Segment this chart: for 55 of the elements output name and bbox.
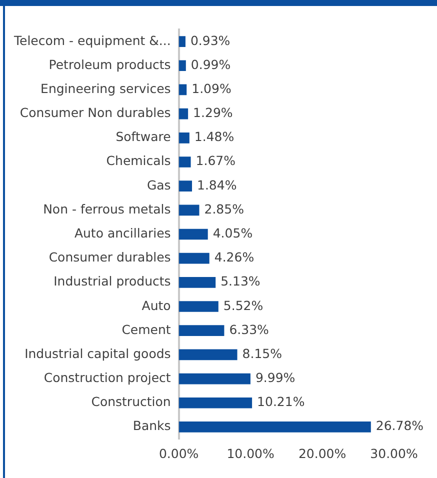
data-label: 1.09% bbox=[192, 80, 232, 96]
bar bbox=[178, 180, 192, 192]
bar bbox=[178, 325, 224, 336]
y-tick-label: Auto bbox=[142, 298, 171, 313]
y-tick-label: Industrial capital goods bbox=[24, 346, 171, 361]
bar bbox=[178, 397, 252, 408]
x-tick-label: 20.00% bbox=[298, 446, 346, 461]
y-tick-label: Construction bbox=[91, 394, 171, 410]
data-label: 1.29% bbox=[193, 105, 233, 120]
y-tick-label: Non - ferrous metals bbox=[43, 201, 171, 216]
data-label: 1.67% bbox=[196, 153, 236, 168]
y-tick-label: Telecom - equipment &... bbox=[12, 32, 171, 48]
x-tick-label: 10.00% bbox=[226, 446, 274, 461]
bar bbox=[178, 36, 186, 47]
data-label: 9.99% bbox=[255, 370, 296, 386]
data-label: 2.85% bbox=[204, 201, 244, 216]
y-tick-label: Software bbox=[116, 129, 172, 144]
data-label: 1.84% bbox=[197, 177, 237, 192]
data-label: 8.15% bbox=[242, 346, 282, 361]
bar bbox=[178, 422, 371, 432]
x-tick-label: 30.00% bbox=[370, 446, 418, 461]
data-label: 0.99% bbox=[190, 56, 231, 72]
bar bbox=[178, 156, 191, 168]
bar bbox=[178, 349, 238, 360]
y-tick-label: Auto ancillaries bbox=[74, 226, 171, 240]
y-tick-label: Gas bbox=[146, 177, 171, 192]
data-label: 5.13% bbox=[220, 274, 260, 289]
x-tick-label: 0.00% bbox=[158, 446, 199, 461]
data-label: 1.48% bbox=[194, 129, 234, 144]
y-tick-label: Engineering services bbox=[40, 80, 171, 96]
data-label: 4.26% bbox=[214, 250, 254, 265]
bar bbox=[178, 373, 250, 384]
y-tick-label: Consumer durables bbox=[48, 250, 171, 265]
bar bbox=[178, 204, 200, 216]
data-label: 4.05% bbox=[212, 226, 253, 240]
y-tick-label: Industrial products bbox=[54, 274, 171, 289]
y-tick-label: Chemicals bbox=[106, 153, 171, 168]
data-label: 10.21% bbox=[257, 394, 305, 410]
data-label: 6.33% bbox=[229, 322, 270, 337]
bar bbox=[178, 252, 210, 264]
data-label: 26.78% bbox=[376, 418, 424, 434]
y-tick-label: Petroleum products bbox=[48, 56, 171, 72]
bar bbox=[178, 108, 188, 120]
data-label: 0.93% bbox=[190, 32, 230, 48]
y-tick-label: Banks bbox=[132, 418, 171, 434]
bar bbox=[178, 84, 187, 96]
bar bbox=[178, 301, 218, 312]
bar bbox=[178, 60, 186, 72]
data-label: 5.52% bbox=[223, 298, 264, 313]
bar bbox=[178, 277, 216, 288]
y-tick-label: Cement bbox=[122, 322, 171, 337]
bar bbox=[178, 228, 208, 240]
y-tick-label: Consumer Non durables bbox=[20, 105, 171, 120]
bar bbox=[178, 132, 190, 144]
y-tick-label: Construction project bbox=[44, 370, 171, 386]
